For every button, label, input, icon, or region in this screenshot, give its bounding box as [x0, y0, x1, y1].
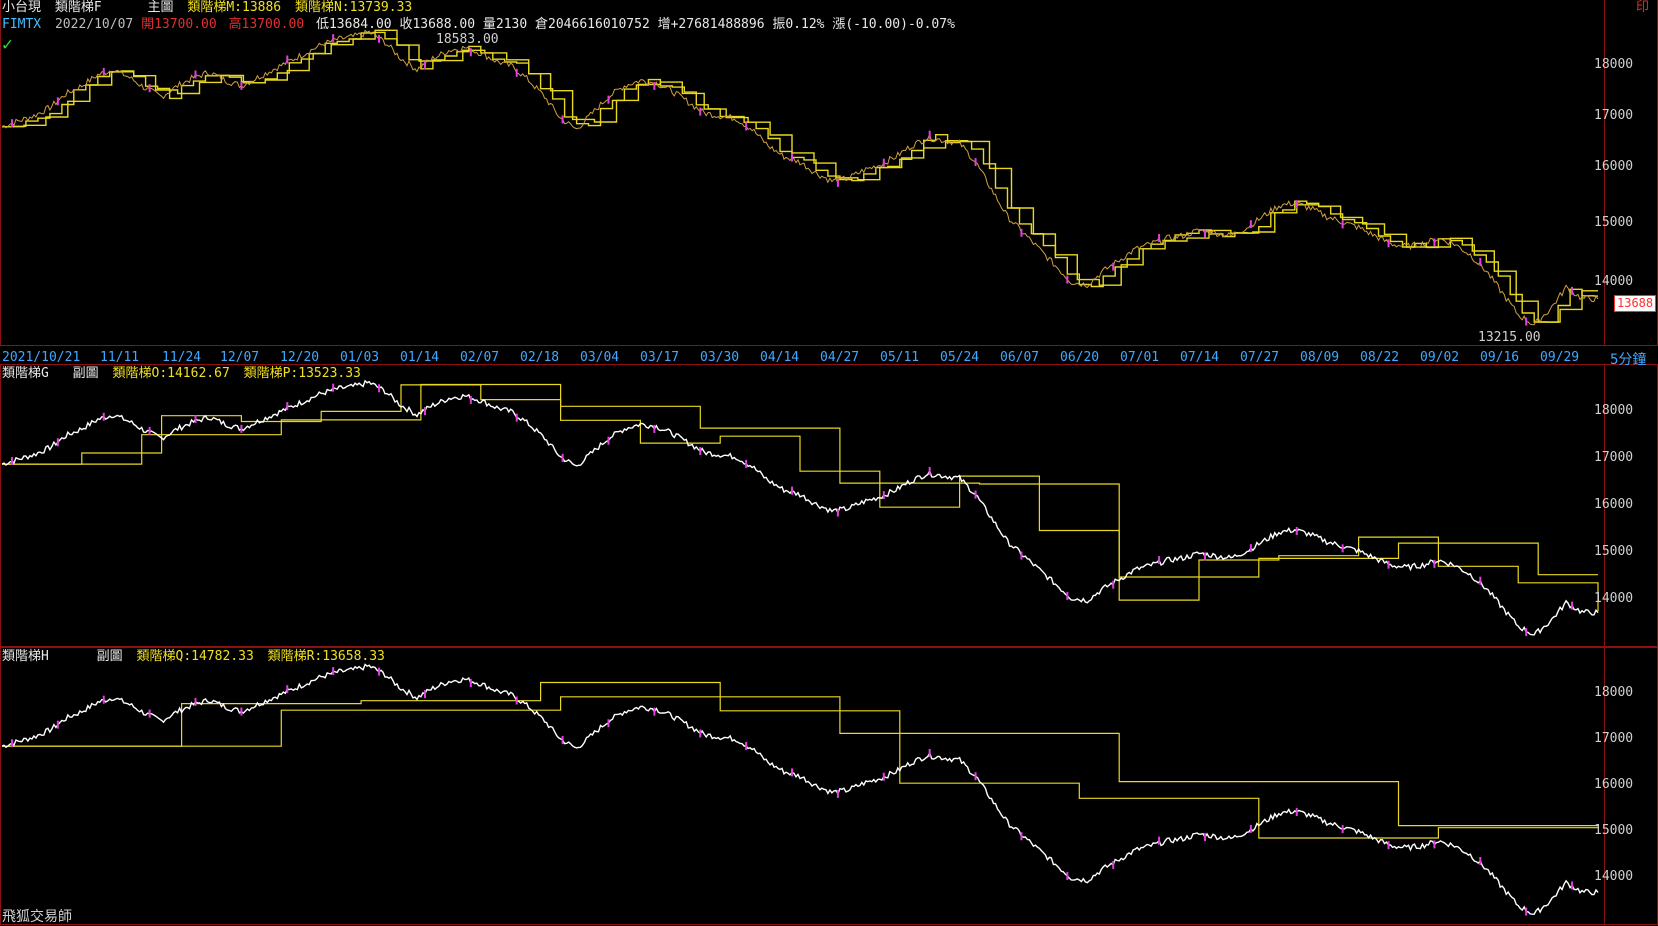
quote-low: 低13684.00: [315, 17, 392, 32]
sub2-ytick: 17000: [1594, 731, 1634, 746]
low-marker: 13215.00: [1478, 330, 1541, 345]
date-tick: 03/04: [580, 350, 620, 365]
app-name: 飛狐交易師: [2, 909, 72, 925]
date-tick: 09/29: [1540, 350, 1580, 365]
date-tick: 04/27: [820, 350, 860, 365]
sub2-price-line: [1, 663, 1599, 915]
main-ytick: 16000: [1594, 159, 1634, 174]
date-tick: 07/14: [1180, 350, 1220, 365]
date-tick: 06/20: [1060, 350, 1100, 365]
date-tick: 12/07: [220, 350, 260, 365]
date-tick: 06/07: [1000, 350, 1040, 365]
step-indicator-line: [2, 383, 1598, 578]
main-ytick: 14000: [1594, 274, 1634, 289]
sub1-indicator-name[interactable]: 類階梯G: [2, 366, 49, 381]
corner-label[interactable]: 印: [1636, 0, 1650, 15]
y-axis-divider-sub1: [1604, 364, 1605, 647]
quote-open-interest: 倉2046616010752: [535, 17, 650, 32]
date-tick: 11/24: [162, 350, 202, 365]
indicator-name[interactable]: 類階梯F: [54, 0, 102, 15]
date-tick: 05/24: [940, 350, 980, 365]
date-tick: 05/11: [880, 350, 920, 365]
date-tick: 11/11: [100, 350, 140, 365]
sub1-ytick: 18000: [1594, 403, 1634, 418]
sub1-indicator-o: 類階梯O:14162.67: [112, 366, 230, 381]
step-indicator-line: [2, 29, 1598, 323]
sub2-indicator-name[interactable]: 類階梯H: [2, 649, 49, 664]
sub-chart-1[interactable]: [0, 364, 1604, 647]
y-axis-divider: [1604, 0, 1605, 346]
sub2-ytick: 14000: [1594, 869, 1634, 884]
step-indicator-line: [2, 696, 1598, 827]
quote-amplitude: 振0.12%: [772, 17, 825, 32]
sub2-indicator-r: 類階梯R:13658.33: [267, 649, 385, 664]
last-price-tag: 13688: [1614, 295, 1657, 312]
quote-close: 收13688.00: [399, 17, 476, 32]
date-tick: 12/20: [280, 350, 320, 365]
main-ytick: 18000: [1594, 57, 1634, 72]
sub2-ytick: 18000: [1594, 685, 1634, 700]
quote-volume: 量2130: [482, 17, 528, 32]
quote-open: 開13700.00: [141, 17, 217, 32]
step-indicator-line: [2, 31, 1598, 323]
date-tick: 07/27: [1240, 350, 1280, 365]
main-chart[interactable]: [0, 0, 1604, 346]
sub2-indicator-q: 類階梯Q:14782.33: [136, 649, 254, 664]
sub2-ytick: 16000: [1594, 777, 1634, 792]
indicator-m-value: 類階梯M:13886: [187, 0, 282, 15]
sub1-panel-label: 副圖: [72, 366, 99, 381]
sub2-ytick: 15000: [1594, 823, 1634, 838]
quote-change-increase: 增+27681488896: [657, 17, 765, 32]
indicator-n-value: 類階梯N:13739.33: [294, 0, 413, 15]
sub1-indicator-p: 類階梯P:13523.33: [243, 366, 361, 381]
date-tick: 03/30: [700, 350, 740, 365]
sub-chart-2[interactable]: [0, 647, 1604, 925]
sub2-panel-label: 副圖: [96, 649, 123, 664]
sub1-price-line: [1, 379, 1599, 636]
date-tick: 2021/10/21: [2, 350, 81, 365]
sub1-ytick: 15000: [1594, 544, 1634, 559]
main-ytick: 17000: [1594, 108, 1634, 123]
date-tick: 09/16: [1480, 350, 1520, 365]
step-indicator-line: [2, 681, 1598, 839]
period-selector[interactable]: 5分鐘: [1610, 352, 1647, 368]
main-ytick: 15000: [1594, 215, 1634, 230]
date-tick: 04/14: [760, 350, 800, 365]
date-tick: 02/07: [460, 350, 500, 365]
date-tick: 01/14: [400, 350, 440, 365]
y-axis-divider-sub2: [1604, 647, 1605, 925]
date-tick: 02/18: [520, 350, 560, 365]
date-tick: 01/03: [340, 350, 380, 365]
date-tick: 07/01: [1120, 350, 1160, 365]
sub1-ytick: 17000: [1594, 450, 1634, 465]
date-tick: 09/02: [1420, 350, 1460, 365]
contract-code: FIMTX: [2, 17, 42, 32]
symbol-name: 小台現: [2, 0, 42, 15]
check-icon[interactable]: ✓: [2, 34, 13, 55]
quote-change: 漲(-10.00)-0.07%: [832, 17, 955, 32]
date-tick: 08/09: [1300, 350, 1340, 365]
quote-date: 2022/10/07: [54, 17, 134, 32]
date-tick: 03/17: [640, 350, 680, 365]
panel-label-main: 主圖: [147, 0, 174, 15]
main-price-line: [1, 29, 1599, 326]
sub1-ytick: 16000: [1594, 497, 1634, 512]
step-indicator-line: [2, 384, 1599, 612]
sub1-ytick: 14000: [1594, 591, 1634, 606]
quote-high: 高13700.00: [228, 17, 305, 32]
high-marker: 18583.00: [436, 32, 499, 47]
date-tick: 08/22: [1360, 350, 1400, 365]
